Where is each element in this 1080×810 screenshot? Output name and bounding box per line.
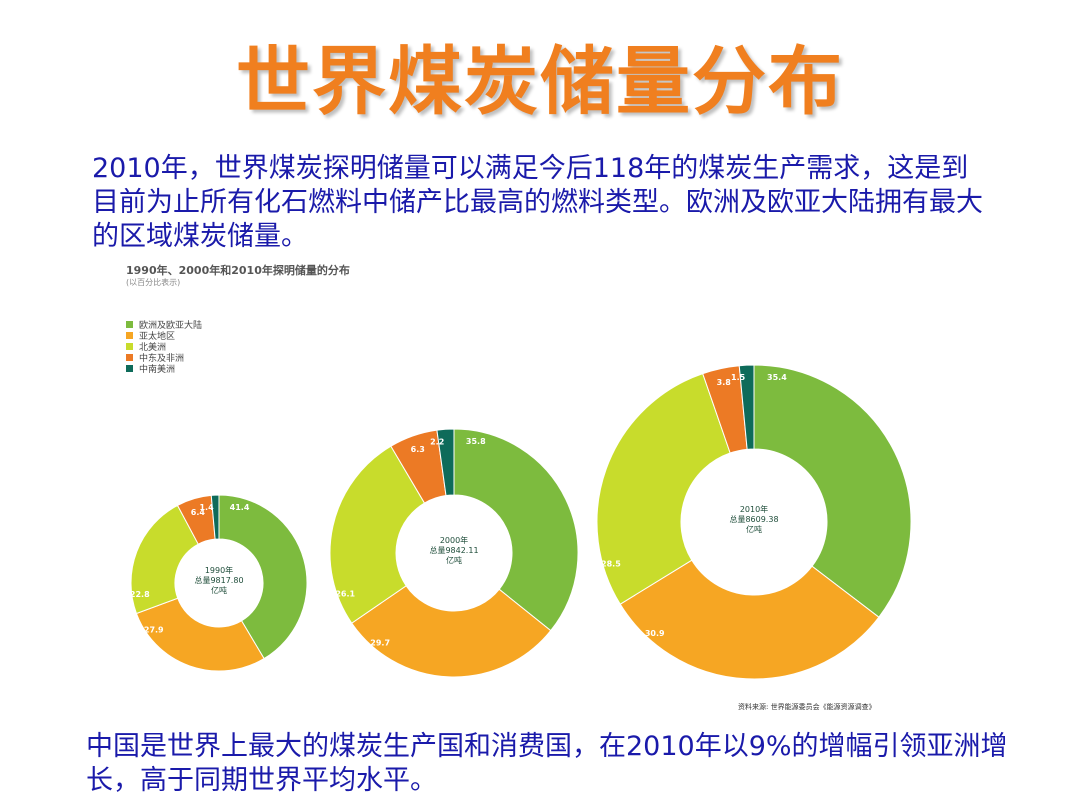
legend-swatch [126,321,133,328]
slice-value-label: 6.3 [411,445,425,454]
source-note: 资料来源: 世界能源委员会《能源资源调查》 [738,703,876,711]
donut-slice [210,494,220,540]
donut-center-label: 总量9817.80 [194,575,243,585]
legend-item: 北美洲 [126,341,202,353]
donut-slice [596,372,731,605]
legend-swatch [126,365,133,372]
donut-slice [130,504,199,615]
donut-center-label: 亿吨 [211,585,227,595]
donut-center-label: 总量8609.38 [729,514,778,524]
donut-center-label: 亿吨 [446,555,462,565]
slice-value-label: 22.8 [130,590,150,599]
legend-item: 中南美洲 [126,363,202,375]
donut-center-label: 总量9842.11 [429,545,478,555]
slice-value-label: 30.9 [645,629,665,638]
slice-value-label: 1.5 [731,373,746,382]
legend-swatch [126,343,133,350]
donut-slice [218,494,308,660]
donut-slice [619,559,880,680]
slice-value-label: 35.4 [767,373,787,382]
legend-label: 亚太地区 [139,332,176,342]
donut-center-label: 2000年 [440,535,468,545]
slice-value-label: 6.4 [191,508,206,517]
legend-label: 中东及非洲 [139,354,185,364]
intro-paragraph: 2010年，世界煤炭探明储量可以满足今后118年的煤炭生产需求，这是到目前为止所… [92,153,983,252]
legend-swatch [126,332,133,339]
donut-slice [436,428,455,497]
donut-center-label: 亿吨 [746,524,762,534]
legend-item: 亚太地区 [126,330,202,342]
legend-item: 欧洲及欧亚大陆 [126,319,203,331]
slice-value-label: 2.2 [430,437,444,446]
chart-legend: 欧洲及欧亚大陆 亚太地区 北美洲 中东及非洲 中南美洲 [126,319,203,375]
donut-slice [135,597,265,672]
slice-value-label: 29.7 [370,638,390,647]
donut-slice [753,364,912,618]
slice-value-label: 27.9 [144,625,164,634]
conclusion-paragraph: 中国是世界上最大的煤炭生产国和消费国，在2010年以9%的增幅引领亚洲增长，高于… [86,731,1008,796]
slice-value-label: 28.5 [601,560,621,569]
legend-label: 欧洲及欧亚大陆 [139,321,203,331]
slide-title: 世界煤炭储量分布 [236,39,844,125]
slice-value-label: 26.1 [335,589,355,598]
legend-label: 北美洲 [139,343,167,353]
legend-swatch [126,354,133,361]
donut-slice [738,364,755,450]
donut-slice [329,445,426,624]
slice-value-label: 35.8 [466,437,486,446]
chart-subtitle: (以百分比表示) [126,278,181,287]
chart-title: 1990年、2000年和2010年探明储量的分布 [126,264,350,277]
legend-item: 中东及非洲 [126,352,202,364]
legend-label: 中南美洲 [139,365,176,375]
slice-value-label: 3.8 [717,378,732,387]
donut-slice [351,585,552,678]
slice-value-label: 1.4 [199,503,214,512]
donut-center-label: 1990年 [205,565,233,575]
donut-center-label: 2010年 [740,504,768,514]
donut-slice [453,428,579,632]
slice-value-label: 41.4 [230,503,250,512]
